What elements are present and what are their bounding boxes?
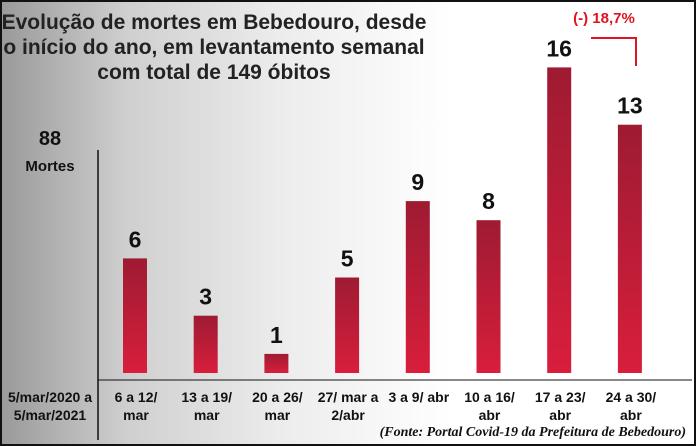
category-label-3-line-2: 2/abr bbox=[331, 407, 365, 423]
bar-1 bbox=[193, 315, 218, 373]
category-label-0-line-1: 6 a 12/ bbox=[115, 389, 158, 405]
bar-6 bbox=[547, 67, 572, 374]
value-label-1: 3 bbox=[199, 284, 212, 310]
category-label-7-line-2: abr bbox=[620, 407, 642, 423]
category-label-7-line-1: 24 a 30/ bbox=[606, 389, 657, 405]
deaths-count: 88 bbox=[39, 128, 61, 150]
source-note: (Fonte: Portal Covid-19 da Prefeitura de… bbox=[380, 425, 686, 440]
bar-3 bbox=[335, 277, 360, 373]
category-label-2-line-1: 20 a 26/ bbox=[252, 389, 303, 405]
category-labels-group: 6 a 12/mar 13 a 19/mar 20 a 26/mar 27/ mar … bbox=[115, 389, 657, 423]
deaths-label: Mortes bbox=[25, 158, 74, 175]
category-label-6-line-2: abr bbox=[549, 407, 571, 423]
bars-group bbox=[123, 67, 642, 374]
value-labels-group: 6 3 1 5 9 8 16 13 bbox=[129, 35, 643, 348]
category-label-1-line-2: mar bbox=[194, 407, 220, 423]
chart-title-line-2: o início do ano, em levantamento semanal bbox=[3, 36, 424, 59]
category-label-3-line-1: 27/ mar a bbox=[318, 389, 379, 405]
value-label-7: 13 bbox=[617, 93, 643, 119]
bar-4 bbox=[405, 201, 430, 373]
category-label-0-line-2: mar bbox=[123, 407, 149, 423]
category-label-5-line-1: 10 a 16/ bbox=[464, 389, 515, 405]
value-label-5: 8 bbox=[482, 188, 495, 214]
value-label-0: 6 bbox=[129, 226, 142, 252]
bar-7 bbox=[617, 124, 642, 373]
category-label-5-line-2: abr bbox=[479, 407, 501, 423]
period-label-line-1: 5/mar/2020 a bbox=[8, 389, 92, 405]
category-label-6-line-1: 17 a 23/ bbox=[535, 389, 586, 405]
period-label-line-2: 5/mar/2021 bbox=[14, 407, 87, 423]
bar-5 bbox=[476, 220, 501, 373]
chart-title-line-3: com total de 149 óbitos bbox=[97, 61, 330, 84]
category-label-1-line-1: 13 a 19/ bbox=[181, 389, 232, 405]
bar-2 bbox=[264, 353, 289, 373]
value-label-4: 9 bbox=[411, 169, 424, 195]
value-label-6: 16 bbox=[546, 35, 572, 61]
category-label-2-line-2: mar bbox=[265, 407, 291, 423]
value-label-3: 5 bbox=[341, 246, 354, 272]
value-label-2: 1 bbox=[270, 322, 283, 348]
bar-0 bbox=[123, 258, 147, 373]
category-label-4-line-1: 3 a 9/ abr bbox=[388, 389, 449, 405]
chart-title-line-1: Evolução de mortes em Bebedouro, desde bbox=[2, 11, 426, 34]
annotation-bracket bbox=[591, 37, 637, 66]
annotation-label: (-) 18,7% bbox=[573, 10, 635, 27]
